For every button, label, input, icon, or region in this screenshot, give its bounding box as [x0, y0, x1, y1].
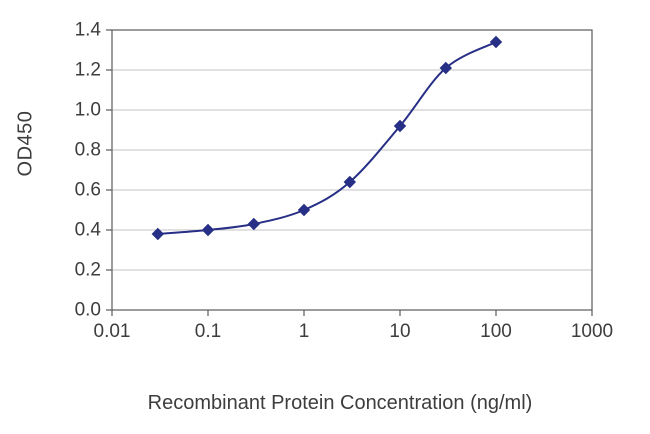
- x-tick-label: 1: [299, 321, 310, 342]
- x-tick-label: 100: [480, 321, 512, 342]
- data-point-marker: [393, 119, 407, 133]
- data-point-marker: [343, 175, 357, 189]
- x-tick-label: 10: [389, 321, 410, 342]
- y-tick-label: 0.0: [75, 300, 101, 321]
- data-point-marker: [151, 227, 165, 241]
- x-tick-label: 1000: [571, 321, 613, 342]
- y-tick-label: 0.2: [75, 260, 101, 281]
- x-tick-label: 0.1: [195, 321, 221, 342]
- data-point-marker: [489, 35, 503, 49]
- data-point-marker: [247, 217, 261, 231]
- y-tick-label: 1.4: [75, 20, 102, 41]
- x-axis-title: Recombinant Protein Concentration (ng/ml…: [147, 392, 533, 414]
- plot-border: [111, 29, 593, 311]
- y-tick-label: 0.4: [75, 220, 102, 241]
- y-tick-label: 1.2: [75, 60, 101, 81]
- data-point-marker: [297, 203, 311, 217]
- y-tick-label: 0.8: [75, 140, 101, 161]
- y-tick-label: 0.6: [75, 180, 101, 201]
- data-point-marker: [201, 223, 215, 237]
- data-point-marker: [439, 61, 453, 75]
- x-tick-label: 0.01: [94, 321, 131, 342]
- y-tick-label: 1.0: [75, 100, 101, 121]
- series-line: [157, 41, 497, 235]
